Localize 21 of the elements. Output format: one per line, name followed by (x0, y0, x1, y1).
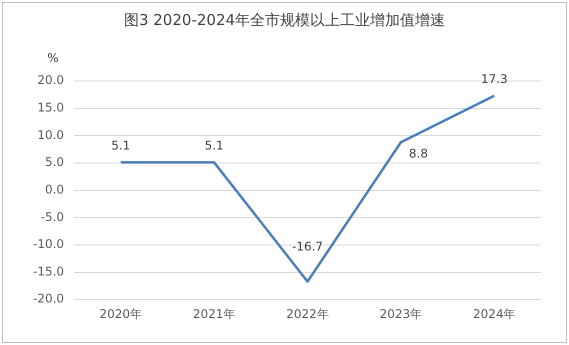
y-tick-label: 20.0 (37, 73, 64, 88)
y-tick-label: -15.0 (32, 264, 64, 278)
y-tick-label: 0.0 (44, 182, 64, 196)
y-tick-label: 10.0 (37, 128, 64, 142)
y-tick-label: 15.0 (37, 100, 64, 114)
y-tick-label: -20.0 (32, 292, 64, 306)
data-label: 8.8 (408, 146, 428, 160)
data-label: -16.7 (292, 240, 324, 254)
x-tick-label: 2020年 (99, 306, 142, 321)
data-label: 5.1 (111, 138, 130, 153)
data-label: 17.3 (480, 72, 508, 86)
chart-title: 图3 2020-2024年全市规模以上工业增加值增速 (122, 11, 446, 30)
data-label: 5.1 (204, 138, 224, 153)
x-tick-label: 2023年 (380, 306, 422, 321)
x-tick-label: 2024年 (473, 306, 516, 321)
x-tick-label: 2022年 (286, 306, 329, 321)
y-axis-title: % (47, 51, 59, 66)
y-tick-label: 5.0 (44, 155, 64, 170)
y-tick-label: -5.0 (40, 210, 64, 224)
y-tick-label: -10.0 (32, 237, 64, 252)
x-tick-label: 2021年 (192, 306, 236, 321)
